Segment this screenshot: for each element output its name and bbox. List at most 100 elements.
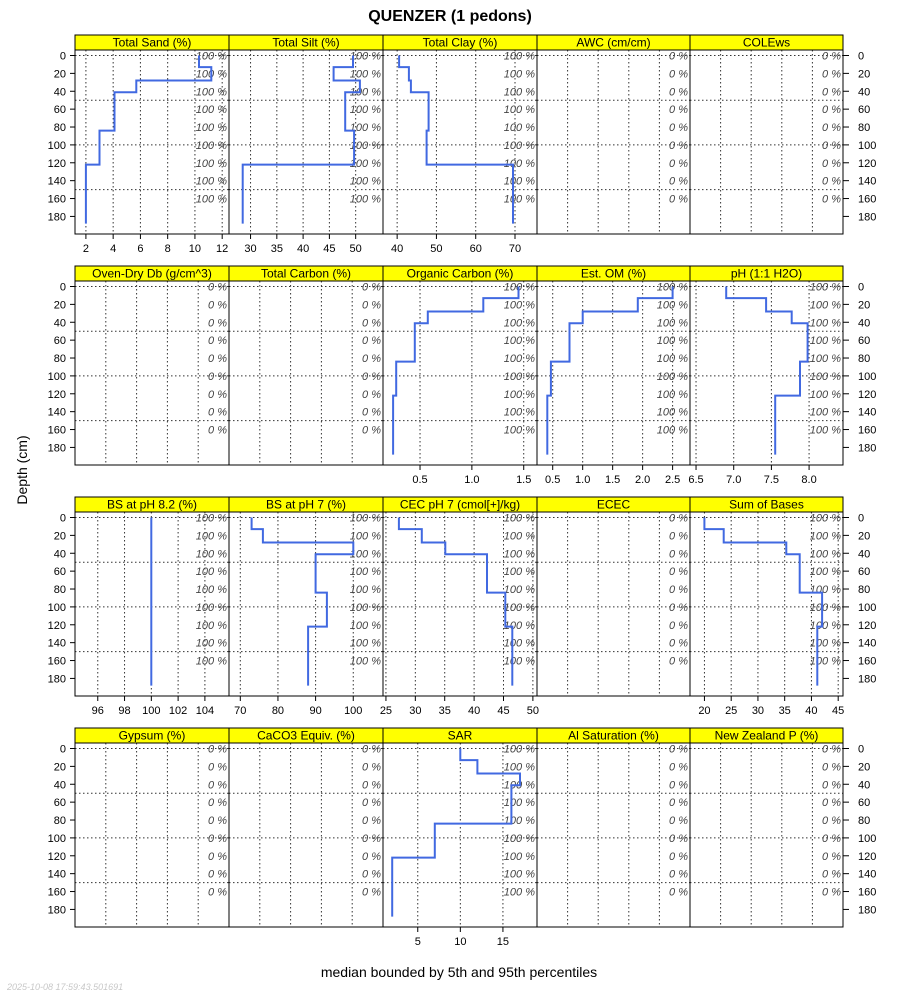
panel-sar: SAR 100 % 100 % 100 % 100 % 100 % 100 % 100 % 10… xyxy=(382,727,538,948)
x-tick-label: 12 xyxy=(216,243,228,255)
y-tick-label-right: 140 xyxy=(858,407,876,419)
percent-label: 0 % xyxy=(362,371,381,383)
percent-label: 100 % xyxy=(810,638,841,650)
y-tick-label-right: 120 xyxy=(858,389,876,401)
x-tick-label: 2.0 xyxy=(635,474,650,486)
percent-label: 0 % xyxy=(208,761,227,773)
percent-label: 0 % xyxy=(822,833,841,845)
percent-label: 100 % xyxy=(810,389,841,401)
percent-label: 100 % xyxy=(196,194,227,206)
x-tick-label: 100 xyxy=(142,705,160,717)
percent-label: 100 % xyxy=(196,104,227,116)
percent-label: 100 % xyxy=(196,530,227,542)
y-tick-label-right: 0 xyxy=(858,513,864,525)
y-tick-label-right: 140 xyxy=(858,638,876,650)
percent-label: 100 % xyxy=(504,887,535,899)
y-tick-label-right: 160 xyxy=(858,656,876,668)
panel-title: COLEws xyxy=(743,36,790,50)
y-tick-label-left: 40 xyxy=(54,86,66,98)
panel-title: Oven-Dry Db (g/cm^3) xyxy=(92,267,212,281)
percent-label: 100 % xyxy=(810,584,841,596)
panel-title: Total Carbon (%) xyxy=(261,267,351,281)
percent-label: 100 % xyxy=(657,299,688,311)
panel-title: Total Silt (%) xyxy=(272,36,339,50)
x-tick-label: 5 xyxy=(415,936,421,948)
percent-label: 0 % xyxy=(822,887,841,899)
percent-label: 0 % xyxy=(822,176,841,188)
x-tick-label: 25 xyxy=(725,705,737,717)
percent-label: 100 % xyxy=(810,299,841,311)
x-tick-label: 30 xyxy=(752,705,764,717)
y-tick-label-left: 0 xyxy=(60,513,66,525)
percent-label: 100 % xyxy=(504,68,535,80)
percent-label: 0 % xyxy=(669,68,688,80)
y-tick-label-left: 80 xyxy=(54,122,66,134)
y-tick-label-right: 100 xyxy=(858,140,876,152)
percent-label: 0 % xyxy=(669,104,688,116)
percent-label: 0 % xyxy=(208,797,227,809)
panel-title: BS at pH 7 (%) xyxy=(266,498,346,512)
percent-label: 0 % xyxy=(669,620,688,632)
x-tick-label: 30 xyxy=(409,705,421,717)
y-tick-label-left: 140 xyxy=(48,407,66,419)
y-tick-label-left: 0 xyxy=(60,744,66,756)
percent-label: 0 % xyxy=(669,140,688,152)
percent-label: 0 % xyxy=(669,513,688,525)
y-tick-label-left: 160 xyxy=(48,425,66,437)
panel-frame xyxy=(74,280,230,466)
x-tick-label: 10 xyxy=(189,243,201,255)
percent-label: 100 % xyxy=(504,815,535,827)
percent-label: 0 % xyxy=(208,851,227,863)
percent-label: 0 % xyxy=(362,335,381,347)
percent-label: 100 % xyxy=(350,513,381,525)
y-tick-label-left: 80 xyxy=(54,353,66,365)
percent-label: 100 % xyxy=(810,317,841,329)
percent-label: 100 % xyxy=(504,656,535,668)
y-tick-label-left: 120 xyxy=(48,620,66,632)
percent-label: 100 % xyxy=(196,566,227,578)
percent-label: 0 % xyxy=(669,815,688,827)
x-tick-label: 8.0 xyxy=(801,474,816,486)
percent-label: 0 % xyxy=(669,548,688,560)
panel-title: Al Saturation (%) xyxy=(568,729,659,743)
percent-label: 100 % xyxy=(810,656,841,668)
panel-cec-ph-7-cmol-kg: CEC pH 7 (cmol[+]/kg)100 %100 %100 %100 … xyxy=(380,496,539,717)
percent-label: 100 % xyxy=(504,602,535,614)
percent-label: 0 % xyxy=(362,744,381,756)
percent-label: 0 % xyxy=(208,407,227,419)
x-tick-label: 45 xyxy=(832,705,844,717)
percent-label: 100 % xyxy=(504,122,535,134)
percent-label: 0 % xyxy=(208,887,227,899)
x-tick-label: 15 xyxy=(497,936,509,948)
panel-gypsum: Gypsum (%) 0 % 0 % 0 % 0 % 0 % 0 % 0 % 0 % 0 % 0 20… xyxy=(48,727,230,928)
percent-label: 0 % xyxy=(208,353,227,365)
percent-label: 100 % xyxy=(196,140,227,152)
y-tick-label-right: 60 xyxy=(858,797,870,809)
x-tick-label: 45 xyxy=(323,243,335,255)
panel-title: ECEC xyxy=(597,498,631,512)
percent-label: 0 % xyxy=(208,425,227,437)
percent-label: 100 % xyxy=(810,530,841,542)
percent-label: 0 % xyxy=(669,761,688,773)
y-tick-label-right: 0 xyxy=(858,282,864,294)
median-profile-line xyxy=(84,55,213,224)
timestamp: 2025-10-08 17:59:43.501691 xyxy=(6,982,123,992)
panel-title: BS at pH 8.2 (%) xyxy=(107,498,197,512)
x-tick-label: 35 xyxy=(439,705,451,717)
percent-label: 0 % xyxy=(208,389,227,401)
percent-label: 100 % xyxy=(504,51,535,63)
percent-label: 0 % xyxy=(362,869,381,881)
percent-label: 100 % xyxy=(504,425,535,437)
y-tick-label-right: 160 xyxy=(858,194,876,206)
x-tick-label: 90 xyxy=(309,705,321,717)
y-tick-label-right: 80 xyxy=(858,353,870,365)
panel-awc-cm-cm: AWC (cm/cm) 0 % 0 % 0 % 0 % 0 % 0 % 0 % 0 % 0 % xyxy=(536,34,691,235)
median-profile-line xyxy=(241,55,361,224)
percent-label: 0 % xyxy=(208,779,227,791)
percent-label: 100 % xyxy=(657,371,688,383)
y-tick-label-left: 160 xyxy=(48,656,66,668)
x-tick-label: 2.5 xyxy=(665,474,680,486)
percent-label: 0 % xyxy=(669,602,688,614)
percent-label: 100 % xyxy=(504,851,535,863)
percent-label: 100 % xyxy=(657,425,688,437)
